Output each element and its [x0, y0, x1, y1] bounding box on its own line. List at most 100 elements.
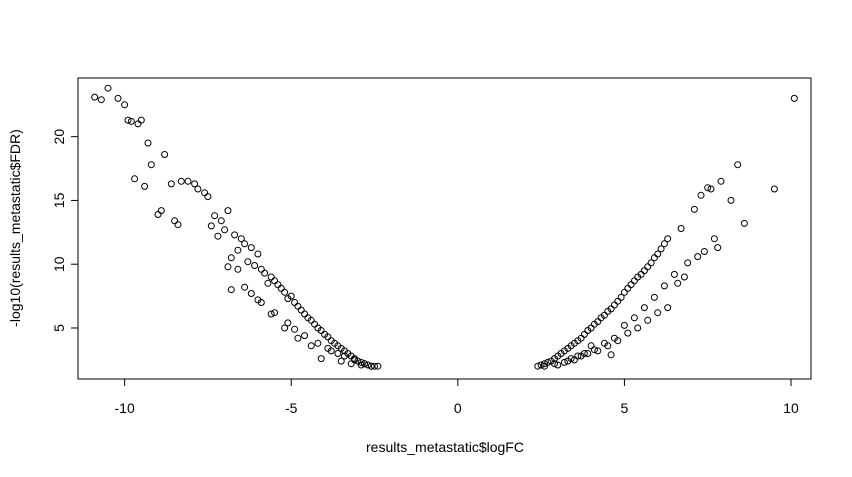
data-point [131, 175, 139, 183]
data-point [700, 248, 708, 255]
data-point [664, 304, 672, 312]
data-point [610, 334, 618, 342]
data-point [694, 253, 702, 261]
data-point [537, 361, 545, 369]
data-point [261, 269, 269, 277]
data-point [334, 350, 342, 357]
data-point [374, 362, 382, 370]
data-point [104, 84, 112, 92]
data-point [614, 297, 622, 305]
data-point [710, 235, 718, 243]
data-point [297, 306, 305, 314]
data-point [247, 244, 255, 252]
y-tick-label: 15 [51, 192, 67, 208]
data-point [147, 161, 155, 169]
data-point [294, 334, 302, 342]
data-point [554, 361, 562, 369]
data-point [214, 232, 222, 240]
data-point [121, 101, 129, 109]
data-point [251, 262, 259, 269]
data-point [184, 177, 192, 185]
data-point [291, 299, 299, 306]
data-point [294, 302, 302, 310]
data-point [141, 182, 149, 190]
data-point [634, 324, 642, 332]
data-point [590, 346, 598, 354]
x-axis-title: results_metastatic$logFC [366, 439, 524, 455]
x-tick-label: -5 [285, 400, 298, 416]
data-point [714, 244, 722, 252]
data-point [284, 319, 292, 327]
data-point [124, 116, 132, 124]
data-point [574, 352, 582, 360]
data-point [551, 360, 558, 368]
y-tick-label: 5 [51, 324, 67, 332]
data-point [144, 139, 152, 147]
y-axis-title: -log10(results_metastatic$FDR) [7, 129, 23, 327]
data-point [541, 360, 548, 368]
data-point [617, 293, 625, 301]
data-point [654, 250, 662, 258]
x-tick-label: 5 [621, 400, 629, 416]
data-point [234, 246, 242, 254]
data-point [281, 324, 289, 332]
data-point [657, 245, 665, 253]
data-point [607, 351, 615, 359]
data-point [560, 358, 568, 366]
data-point [277, 284, 285, 292]
data-point [341, 352, 348, 360]
data-points [91, 84, 798, 370]
data-point [577, 352, 585, 360]
data-point [317, 327, 325, 334]
data-point [177, 177, 185, 185]
data-point [697, 191, 705, 199]
data-point [587, 342, 595, 350]
data-point [624, 329, 632, 337]
data-point [171, 217, 179, 225]
data-point [707, 185, 715, 193]
data-point [227, 254, 235, 262]
data-point [237, 235, 245, 243]
data-point [627, 281, 635, 289]
data-point [727, 196, 735, 204]
data-point [620, 288, 628, 296]
data-point [137, 116, 145, 124]
data-point [114, 94, 122, 102]
data-point [234, 265, 242, 273]
data-point [224, 207, 232, 215]
data-point [267, 310, 275, 318]
data-point [361, 360, 368, 368]
data-point [201, 189, 209, 197]
plot-frame [77, 77, 812, 380]
data-point [734, 161, 742, 169]
data-point [207, 222, 215, 230]
data-point [247, 290, 255, 297]
data-point [217, 217, 225, 225]
data-point [680, 273, 688, 281]
data-point [264, 279, 272, 287]
data-point [690, 205, 698, 213]
x-axis: -10 -5 0 5 10 [115, 378, 799, 416]
data-point [580, 330, 588, 338]
data-point [357, 358, 365, 366]
data-point [660, 240, 668, 248]
data-point [194, 185, 202, 193]
data-point [241, 240, 249, 248]
data-point [650, 254, 658, 262]
x-tick-label: 10 [783, 400, 799, 416]
data-point [281, 288, 289, 296]
data-point [610, 301, 618, 309]
data-point [227, 286, 235, 294]
data-point [327, 347, 335, 355]
data-point [647, 259, 655, 267]
data-point [241, 283, 249, 291]
data-point [284, 295, 292, 303]
data-point [640, 267, 648, 275]
data-point [191, 180, 199, 188]
data-point [267, 273, 275, 281]
data-point [770, 185, 778, 193]
data-point [674, 279, 682, 287]
data-point [630, 314, 638, 322]
data-point [541, 362, 548, 370]
